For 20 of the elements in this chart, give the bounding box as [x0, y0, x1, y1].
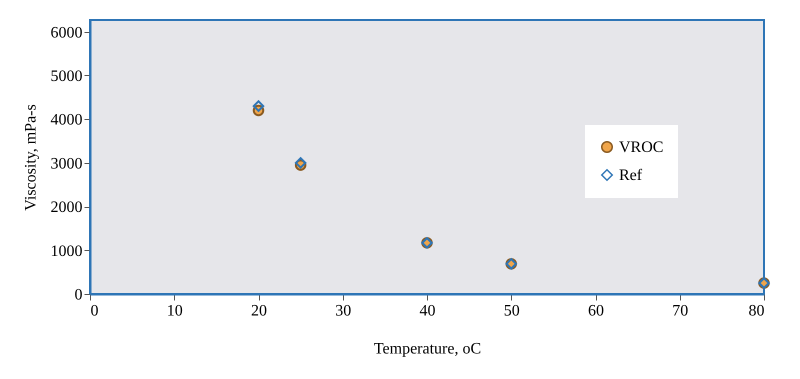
x-tick-label: 50	[504, 302, 520, 320]
x-tick-label: 70	[672, 302, 688, 320]
x-tick-label: 10	[166, 302, 183, 320]
x-tick-label: 20	[251, 302, 267, 320]
x-axis-title: Temperature, oC	[374, 340, 482, 358]
y-tick-label: 2000	[50, 199, 82, 216]
y-tick-label: 1000	[50, 242, 82, 260]
x-tick-label: 0	[90, 302, 98, 320]
legend-label: Ref	[619, 167, 643, 184]
y-tick-label: 4000	[50, 112, 82, 129]
x-tick-label: 60	[588, 302, 604, 320]
x-tick-label: 40	[420, 302, 436, 320]
y-axis-title: Viscosity, mPa-s	[22, 104, 40, 211]
legend-label: VROC	[619, 139, 664, 156]
y-tick-label: 3000	[50, 155, 82, 172]
y-tick-label: 5000	[50, 68, 82, 85]
x-tick-label: 80	[748, 302, 764, 320]
x-tick-label: 30	[335, 302, 352, 320]
y-tick-label: 6000	[50, 24, 82, 42]
y-tick-label: 0	[74, 286, 82, 304]
